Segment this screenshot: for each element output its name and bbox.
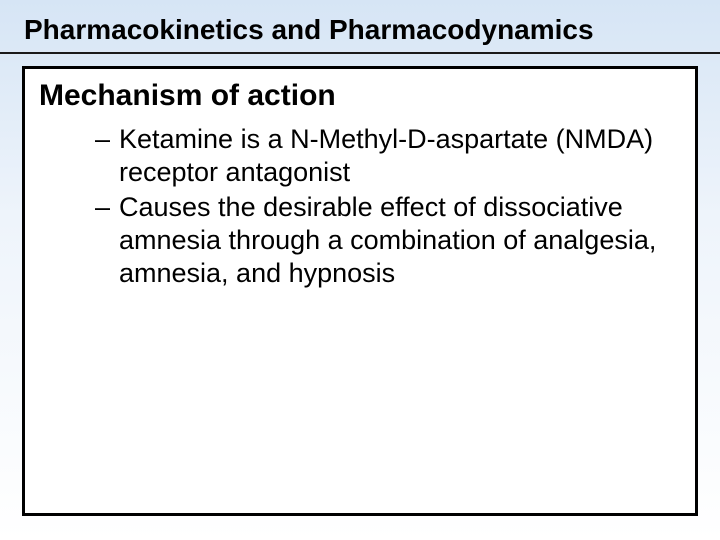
bullet-item: Ketamine is a N-Methyl-D-aspartate (NMDA… xyxy=(95,123,681,189)
section-title: Mechanism of action xyxy=(39,79,681,113)
slide-header-title: Pharmacokinetics and Pharmacodynamics xyxy=(24,14,594,46)
header-underline xyxy=(0,52,720,54)
bullet-item: Causes the desirable effect of dissociat… xyxy=(95,191,681,290)
bullet-list: Ketamine is a N-Methyl-D-aspartate (NMDA… xyxy=(39,123,681,290)
content-box: Mechanism of action Ketamine is a N-Meth… xyxy=(22,66,698,516)
